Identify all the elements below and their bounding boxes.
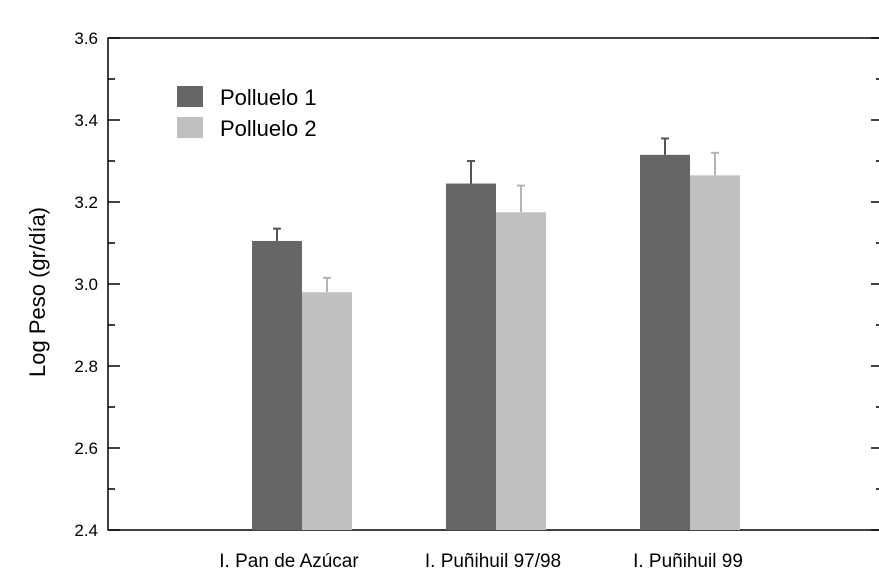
y-axis-label: Log Peso (gr/día): [25, 207, 50, 377]
y-tick-label: 2.6: [74, 439, 98, 458]
y-tick-label: 3.6: [74, 29, 98, 48]
y-tick-label: 2.4: [74, 521, 98, 540]
x-tick-label: I. Puñihuil 97/98: [425, 551, 561, 572]
y-axis-label-box: [10, 146, 52, 410]
legend-label: Polluelo 1: [220, 85, 317, 110]
bar-2-1: [302, 292, 352, 530]
bar-2-2: [496, 212, 546, 530]
x-axis: I. Pan de Azúcar I. Puñihuil 97/98 I. Puñi…: [219, 551, 743, 572]
legend-label: Polluelo 2: [220, 116, 317, 141]
legend: Polluelo 1 Polluelo 2: [177, 85, 317, 141]
bar-2-3: [690, 175, 740, 530]
bar-1-1: [252, 240, 302, 530]
y-tick-label: 2.8: [74, 357, 98, 376]
y-tick-label: 3.2: [74, 193, 98, 212]
legend-swatch: [177, 86, 203, 107]
bar-1-2: [446, 183, 496, 531]
legend-swatch: [177, 117, 203, 138]
bars: [252, 137, 740, 531]
bar-1-3: [640, 154, 690, 530]
x-tick-label: I. Puñihuil 99: [633, 551, 743, 572]
y-tick-label: 3.0: [74, 275, 98, 294]
y-axis: 2.4 2.6 2.8 3.0 3.2 3.4 3.6: [74, 29, 879, 540]
x-tick-label: I. Pan de Azúcar: [219, 551, 359, 572]
y-tick-label: 3.4: [74, 111, 98, 130]
